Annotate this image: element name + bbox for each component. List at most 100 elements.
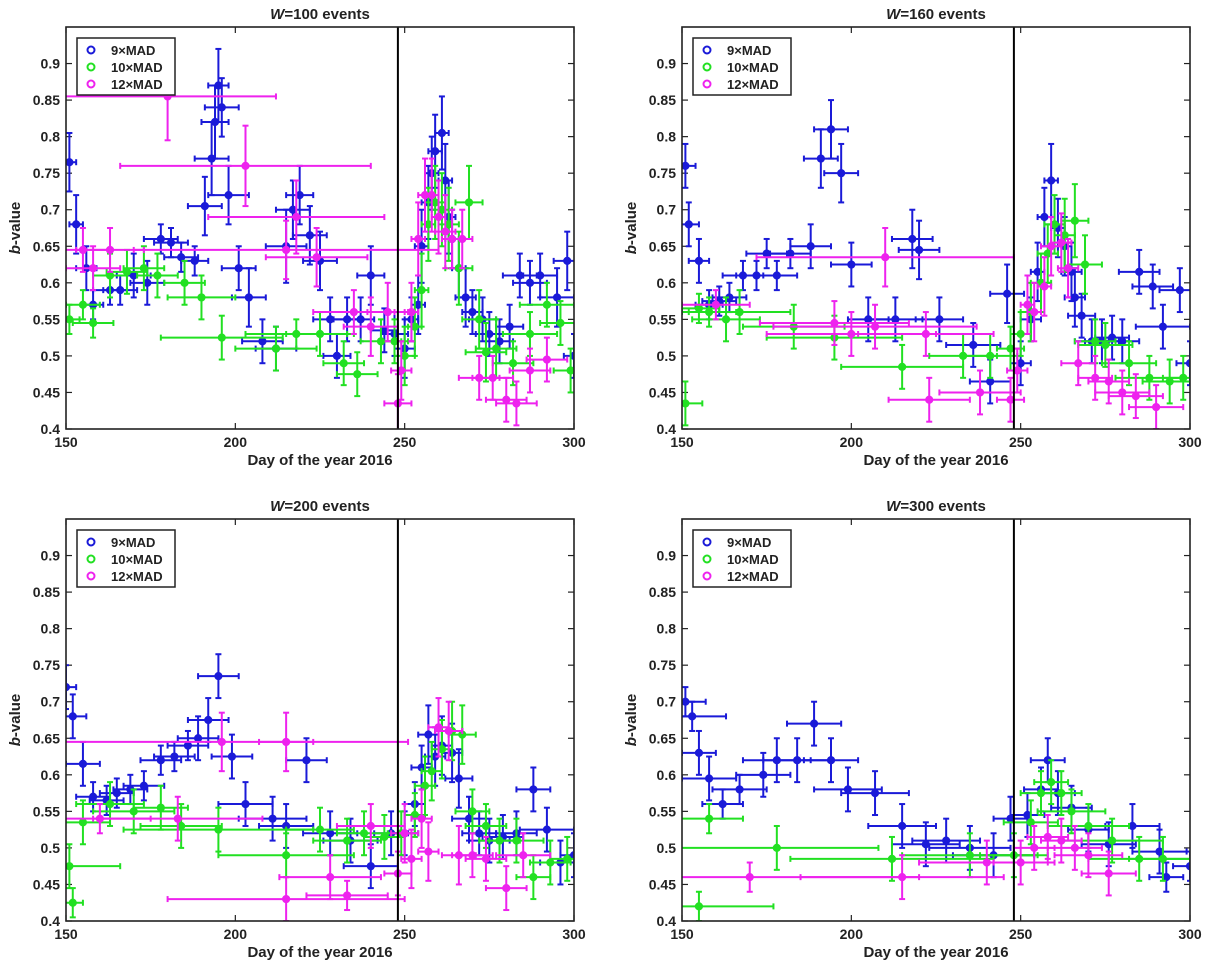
data-point bbox=[400, 828, 423, 890]
series-2 bbox=[682, 759, 1190, 921]
data-point bbox=[682, 803, 744, 835]
y-tick-label: 0.55 bbox=[33, 311, 60, 327]
point-marker bbox=[986, 351, 995, 361]
data-point bbox=[203, 77, 240, 138]
x-tick-label: 300 bbox=[562, 434, 586, 450]
data-point bbox=[66, 693, 88, 740]
data-point bbox=[139, 803, 223, 849]
data-point bbox=[68, 194, 84, 255]
data-point bbox=[799, 854, 1005, 901]
point-marker bbox=[461, 293, 470, 302]
point-marker bbox=[759, 770, 768, 779]
point-marker bbox=[197, 293, 206, 302]
data-point bbox=[393, 325, 416, 387]
data-point bbox=[785, 700, 843, 747]
point-marker bbox=[366, 862, 375, 871]
data-point bbox=[1046, 824, 1103, 871]
panel-2: 0.4 0.45 0.5 0.55 0.6 0.65 0.7 0.75 0.8 0.85 0.9 15… bbox=[623, 6, 1202, 469]
point-marker bbox=[891, 315, 900, 324]
point-marker bbox=[1003, 289, 1012, 298]
point-marker bbox=[847, 329, 856, 339]
point-marker bbox=[965, 851, 974, 860]
point-marker bbox=[1074, 359, 1083, 368]
point-marker bbox=[682, 697, 690, 706]
data-point bbox=[525, 336, 569, 383]
data-point bbox=[390, 340, 413, 401]
panel-3: 0.4 0.45 0.5 0.55 0.6 0.65 0.7 0.75 0.8 0.85 0.9 15… bbox=[7, 498, 586, 961]
data-layer bbox=[66, 47, 574, 429]
y-tick-label: 0.5 bbox=[657, 348, 677, 364]
data-point bbox=[1039, 770, 1083, 817]
point-marker bbox=[441, 227, 450, 236]
y-tick-label: 0.4 bbox=[41, 913, 61, 929]
point-marker bbox=[682, 161, 690, 170]
data-point bbox=[1175, 340, 1190, 387]
point-marker bbox=[505, 322, 514, 331]
point-marker bbox=[982, 858, 991, 867]
data-point bbox=[1158, 267, 1190, 314]
point-marker bbox=[342, 891, 352, 900]
data-point bbox=[207, 179, 386, 255]
point-marker bbox=[793, 756, 802, 765]
point-marker bbox=[542, 825, 552, 834]
point-marker bbox=[427, 767, 436, 776]
point-marker bbox=[826, 125, 836, 134]
point-marker bbox=[458, 234, 467, 244]
point-marker bbox=[326, 829, 335, 838]
data-point bbox=[390, 803, 420, 864]
legend-label: 9×MAD bbox=[727, 535, 771, 550]
legend-marker bbox=[702, 45, 712, 55]
panel-4: 0.4 0.45 0.5 0.55 0.6 0.65 0.7 0.75 0.8 0.85 0.9 15… bbox=[623, 498, 1202, 961]
point-marker bbox=[204, 715, 213, 725]
legend: 9×MAD 10×MAD 12×MAD bbox=[76, 37, 176, 96]
point-marker bbox=[468, 307, 477, 317]
x-tick-label: 150 bbox=[670, 434, 694, 450]
point-marker bbox=[843, 785, 853, 794]
data-point bbox=[1033, 759, 1070, 806]
data-point bbox=[914, 296, 965, 343]
point-marker bbox=[444, 726, 453, 736]
point-marker bbox=[424, 730, 433, 739]
data-point bbox=[687, 237, 711, 284]
point-marker bbox=[224, 191, 233, 200]
point-marker bbox=[183, 741, 193, 750]
y-tick-label: 0.65 bbox=[33, 238, 60, 254]
point-marker bbox=[332, 351, 342, 361]
data-point bbox=[1141, 358, 1190, 405]
data-point bbox=[682, 890, 775, 921]
x-tick-label: 300 bbox=[562, 926, 586, 942]
point-marker bbox=[68, 898, 77, 907]
point-marker bbox=[711, 300, 720, 309]
point-marker bbox=[66, 315, 74, 324]
y-tick-label: 0.55 bbox=[649, 803, 676, 819]
data-point bbox=[484, 865, 528, 912]
x-tick-label: 200 bbox=[840, 434, 864, 450]
y-tick-label: 0.9 bbox=[657, 548, 677, 564]
point-marker bbox=[424, 847, 433, 856]
data-point bbox=[802, 737, 860, 784]
y-tick-label: 0.85 bbox=[33, 584, 60, 600]
point-marker bbox=[1043, 832, 1052, 842]
point-marker bbox=[217, 103, 226, 112]
y-tick-label: 0.85 bbox=[33, 92, 60, 108]
data-point bbox=[552, 347, 574, 394]
point-marker bbox=[772, 271, 781, 280]
point-marker bbox=[536, 271, 545, 280]
data-point bbox=[122, 806, 315, 853]
point-marker bbox=[492, 344, 501, 353]
point-marker bbox=[116, 286, 125, 295]
data-point bbox=[1094, 369, 1151, 416]
point-marker bbox=[1023, 300, 1032, 309]
point-marker bbox=[512, 399, 521, 408]
data-point bbox=[66, 711, 410, 773]
point-marker bbox=[454, 774, 463, 783]
point-marker bbox=[809, 719, 819, 728]
point-marker bbox=[1057, 836, 1066, 845]
legend-marker bbox=[86, 554, 96, 564]
point-marker bbox=[282, 894, 291, 904]
point-marker bbox=[556, 318, 565, 328]
point-marker bbox=[826, 756, 836, 765]
data-point bbox=[166, 274, 237, 321]
y-tick-label: 0.9 bbox=[41, 548, 61, 564]
data-point bbox=[461, 289, 498, 350]
